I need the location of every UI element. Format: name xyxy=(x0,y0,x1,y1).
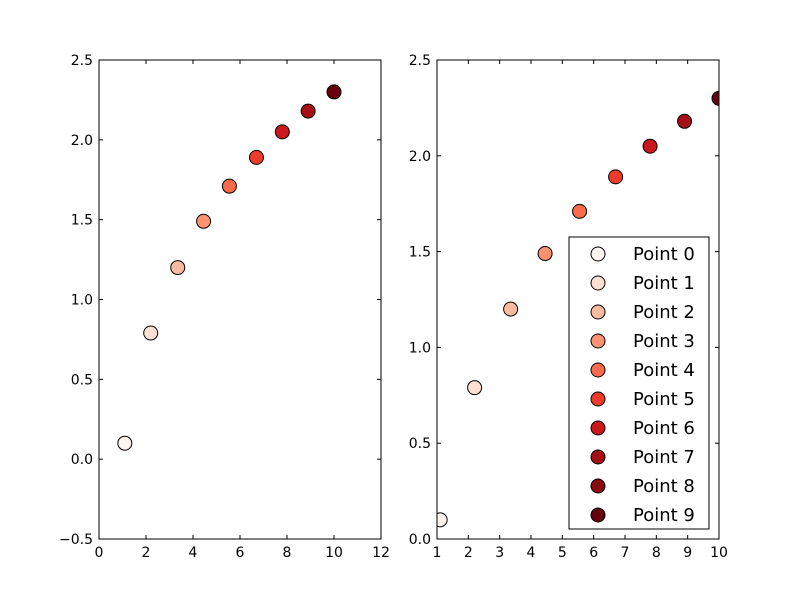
left-y-tick-label-1: 0.0 xyxy=(71,452,93,468)
right-y-tick-label-5: 2.5 xyxy=(409,53,431,69)
right-point-6 xyxy=(642,138,658,154)
legend-label-0: Point 0 xyxy=(633,244,695,265)
right-x-tick-label-4: 5 xyxy=(558,545,567,561)
right-x-tick-label-1: 2 xyxy=(464,545,473,561)
right-point-3 xyxy=(537,246,553,262)
left-points xyxy=(117,84,342,451)
right-y-tick-label-3: 1.5 xyxy=(409,245,431,261)
right-y-tick-label-1: 0.5 xyxy=(409,436,431,452)
right-y-tick-label-2: 1.0 xyxy=(409,340,431,356)
right-x-tick-label-8: 9 xyxy=(683,545,692,561)
legend-label-2: Point 2 xyxy=(633,302,695,323)
left-point-6 xyxy=(274,124,290,140)
left-y-tick-label-5: 2.0 xyxy=(71,133,93,149)
right-x-tick-label-5: 6 xyxy=(589,545,598,561)
left-x-tick-label-4: 8 xyxy=(283,545,292,561)
left-x-tick-label-5: 10 xyxy=(325,545,343,561)
right-point-4 xyxy=(572,203,588,219)
legend-marker-9 xyxy=(590,507,606,523)
left-point-0 xyxy=(117,435,133,451)
right-point-0 xyxy=(437,512,448,528)
right-axes-frame xyxy=(436,59,720,540)
right-points xyxy=(437,90,719,528)
left-x-tick-label-3: 6 xyxy=(236,545,245,561)
left-scatter-plot: 0 2 4 6 8 10 12 −0.5 0.0 0.5 1.0 1.5 2.0 2.5 xyxy=(59,53,390,561)
legend: Point 0 Point 1 Point 2 Point 3 Point 4 Point… xyxy=(568,236,710,530)
left-y-tick-label-4: 1.5 xyxy=(71,213,93,229)
legend-label-9: Point 9 xyxy=(633,505,695,526)
left-plot-area xyxy=(99,60,381,539)
legend-label-8: Point 8 xyxy=(633,476,695,497)
right-x-tick-label-9: 10 xyxy=(710,545,728,561)
right-x-tick-label-6: 7 xyxy=(621,545,630,561)
legend-marker-7 xyxy=(590,449,606,465)
left-point-5 xyxy=(248,149,264,165)
left-point-8 xyxy=(326,84,342,100)
legend-marker-6 xyxy=(590,420,606,436)
right-x-tick-label-0: 1 xyxy=(433,545,442,561)
right-y-tick-label-4: 2.0 xyxy=(409,149,431,165)
legend-label-5: Point 5 xyxy=(633,389,695,410)
left-y-tick-label-2: 0.5 xyxy=(71,372,93,388)
left-x-tick-label-0: 0 xyxy=(95,545,104,561)
legend-label-6: Point 6 xyxy=(633,418,695,439)
left-point-2 xyxy=(170,260,186,276)
legend-label-3: Point 3 xyxy=(633,331,695,352)
right-y-tick-label-0: 0.0 xyxy=(409,532,431,548)
right-point-2 xyxy=(503,301,519,317)
left-point-4 xyxy=(221,178,237,194)
legend-marker-4 xyxy=(590,362,606,378)
right-point-7 xyxy=(677,113,693,129)
left-x-tick-label-6: 12 xyxy=(372,545,390,561)
legend-marker-5 xyxy=(590,391,606,407)
legend-label-7: Point 7 xyxy=(633,447,695,468)
left-x-tick-label-2: 4 xyxy=(189,545,198,561)
legend-marker-8 xyxy=(590,478,606,494)
legend-label-1: Point 1 xyxy=(633,273,695,294)
right-x-tick-label-2: 3 xyxy=(495,545,504,561)
left-point-7 xyxy=(300,103,316,119)
legend-marker-0 xyxy=(590,246,606,262)
legend-label-4: Point 4 xyxy=(633,360,695,381)
right-x-tick-label-7: 8 xyxy=(652,545,661,561)
right-point-5 xyxy=(608,169,624,185)
left-x-tick-label-1: 2 xyxy=(142,545,151,561)
left-y-tick-label-0: −0.5 xyxy=(59,532,93,548)
left-point-3 xyxy=(196,213,212,229)
left-y-tick-label-3: 1.0 xyxy=(71,293,93,309)
legend-marker-3 xyxy=(590,333,606,349)
right-point-8 xyxy=(711,90,719,106)
legend-marker-1 xyxy=(590,275,606,291)
left-axes-frame xyxy=(98,59,382,540)
right-point-1 xyxy=(467,380,483,396)
left-point-1 xyxy=(143,325,159,341)
right-x-tick-label-3: 4 xyxy=(527,545,536,561)
left-y-tick-label-6: 2.5 xyxy=(71,53,93,69)
legend-marker-2 xyxy=(590,304,606,320)
